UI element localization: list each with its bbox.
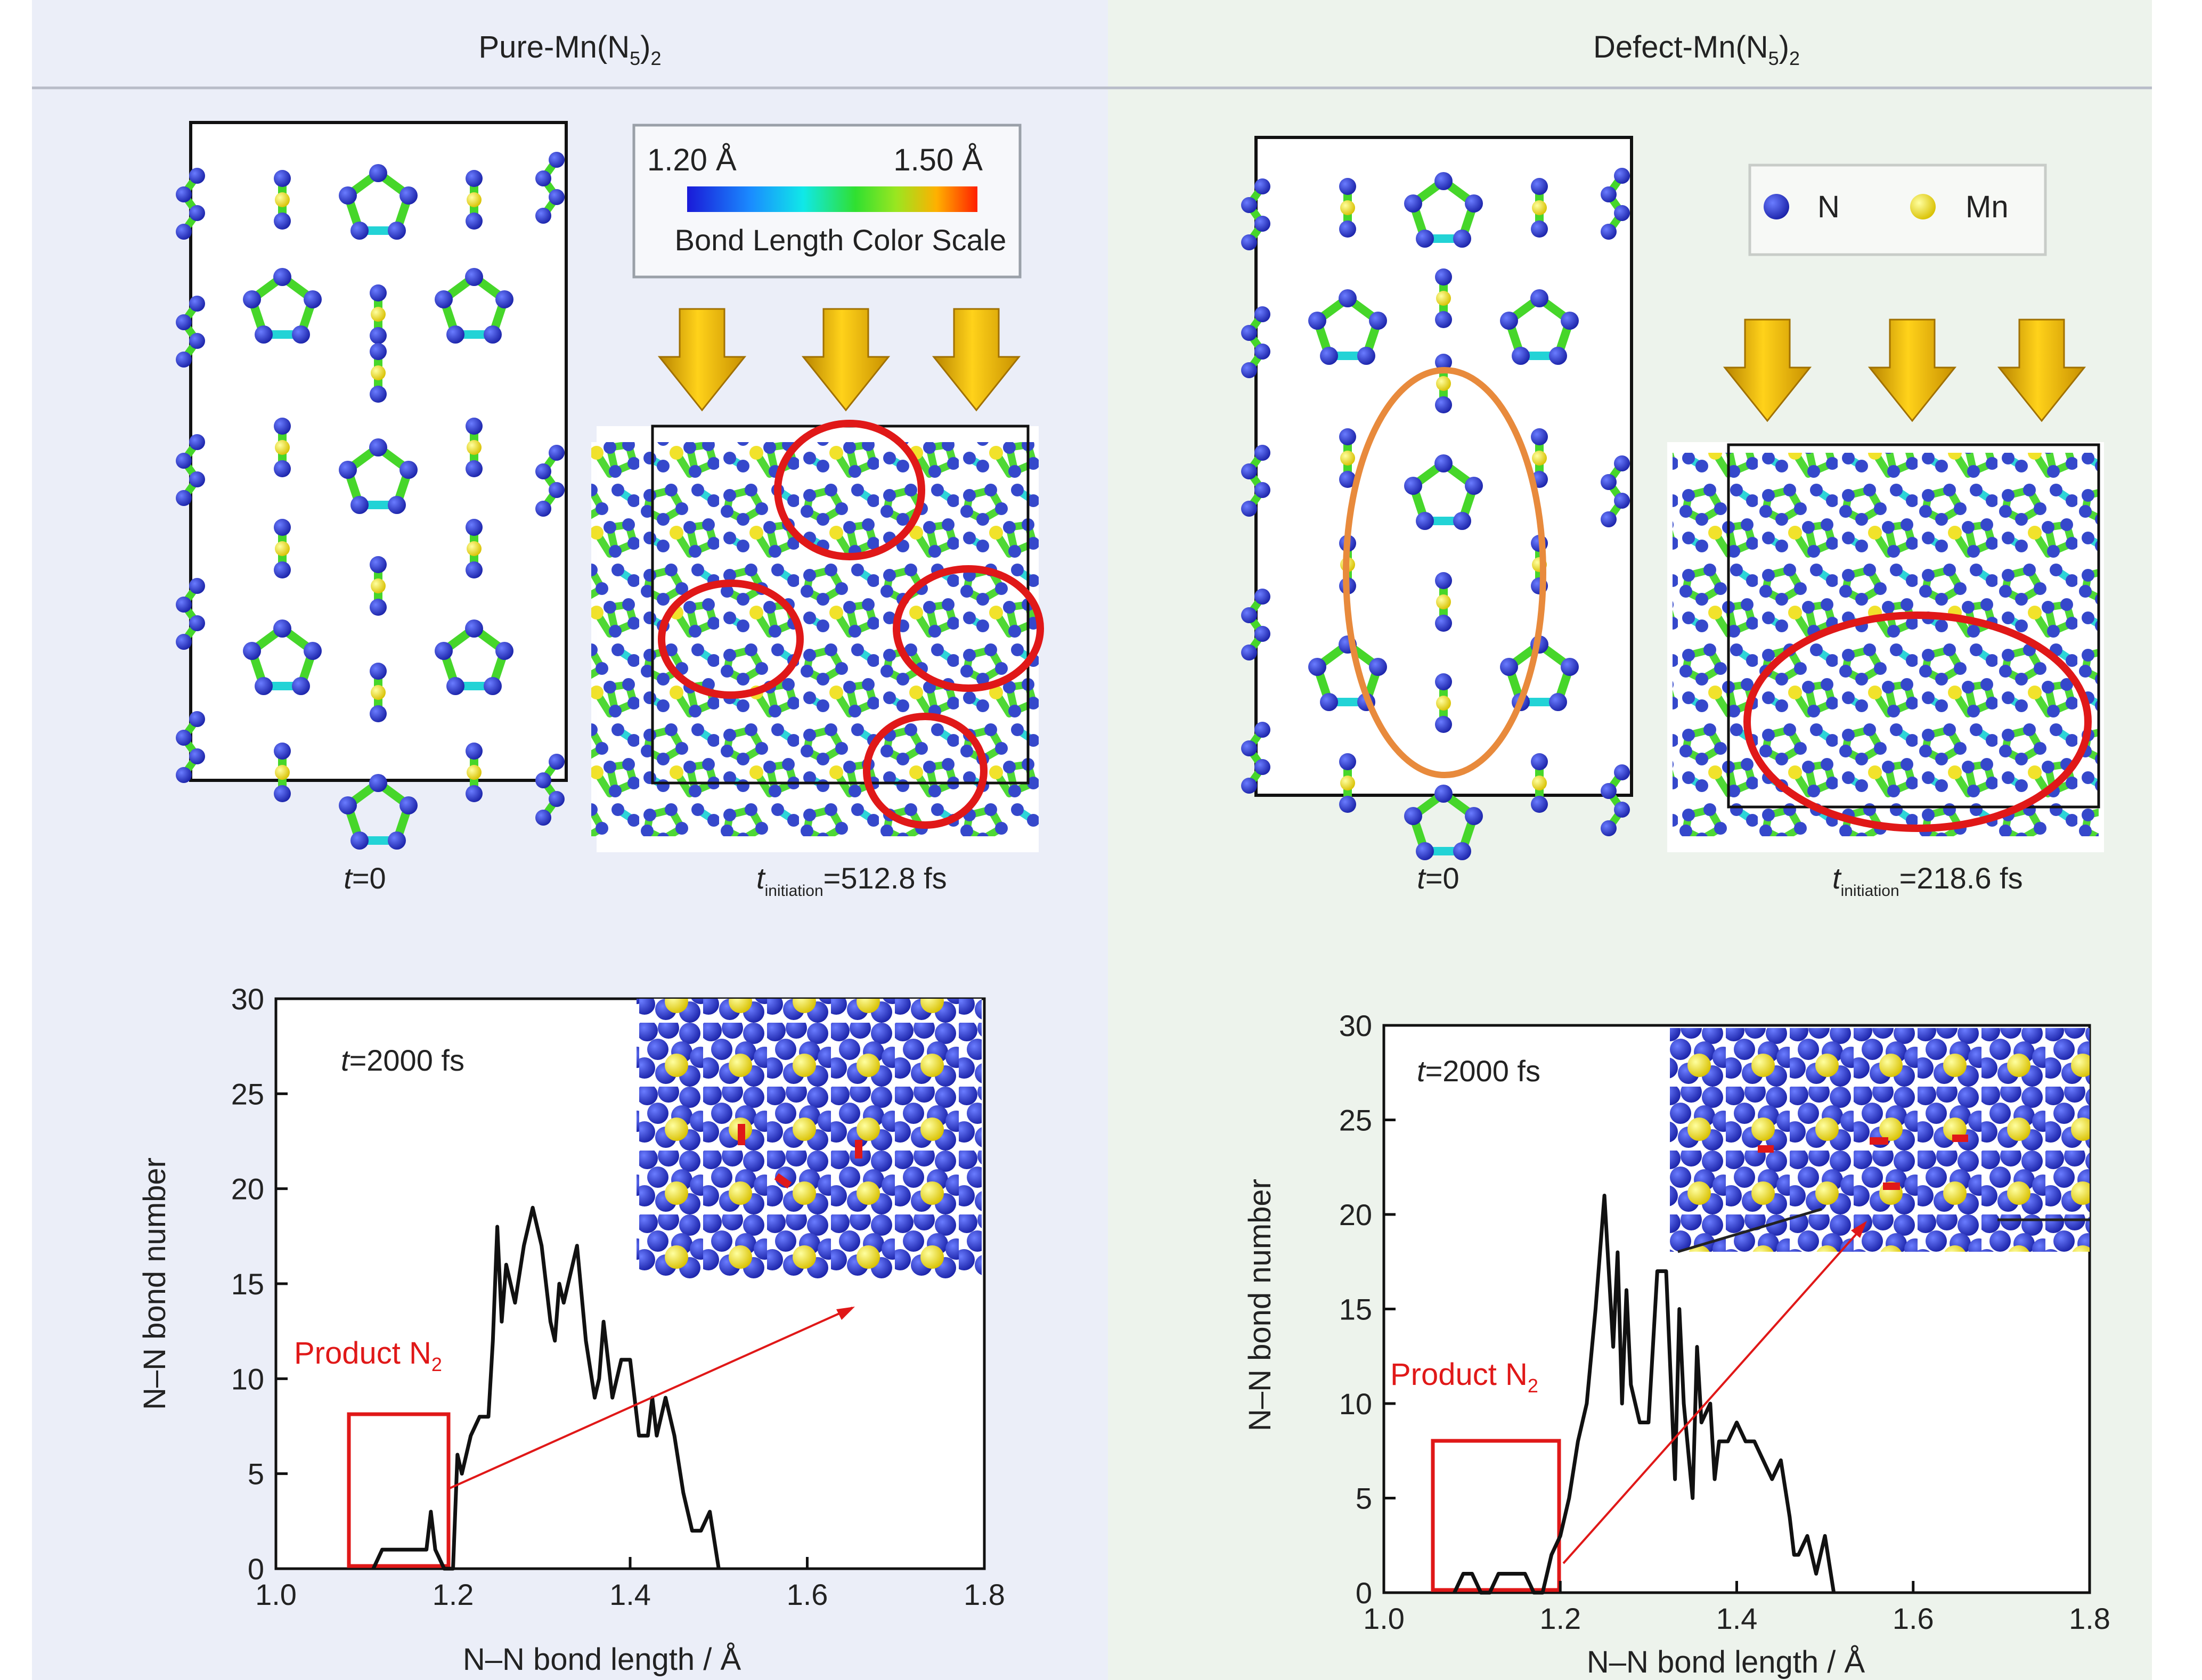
chart-xlabel: N–N bond length / Å [1587,1645,1865,1679]
pure-crystal-compressed-structure [591,420,1044,852]
manganese-atom-icon [1910,194,1936,219]
atom-legend: N Mn [1748,164,2047,256]
y-tick-label: 15 [1339,1293,1372,1326]
y-tick-label: 5 [1356,1482,1372,1515]
y-tick-label: 10 [231,1362,264,1396]
series-line [371,1205,721,1571]
x-tick-label: 1.8 [964,1578,1005,1611]
pointer-arrow [1562,1224,1865,1564]
reaction-site-highlight [658,580,804,699]
x-tick-label: 1.0 [255,1578,297,1611]
y-tick-label: 30 [231,982,264,1016]
bond-distribution-chart-defect: t=2000 fs Product N2 N–N bond length / Å… [1243,1009,2110,1679]
y-tick-label: 25 [1339,1104,1372,1137]
x-tick-label: 1.8 [2069,1602,2110,1635]
chart-ylabel: N–N bond number [137,1157,172,1410]
left-panel-title: Pure-Mn(N5)2 [479,30,662,69]
chart-time-annotation: t=2000 fs [341,1043,464,1077]
x-tick-label: 1.0 [1363,1602,1405,1635]
x-tick-label: 1.4 [609,1578,651,1611]
y-tick-label: 30 [1339,1009,1372,1042]
y-tick-label: 10 [1339,1387,1372,1421]
right-panel-title: Defect-Mn(N5)2 [1593,30,1800,69]
product-label: Product N2 [294,1336,442,1375]
right-t0-label: t=0 [1417,861,1459,895]
chart-time-annotation: t=2000 fs [1417,1054,1540,1088]
defect-region-highlight [1343,367,1546,778]
inset-atoms-image [1670,1028,2090,1253]
left-t0-label: t=0 [344,861,386,895]
x-tick-label: 1.6 [787,1578,828,1611]
legend-mn-label: Mn [1966,190,2009,224]
y-tick-label: 0 [248,1552,264,1586]
pointer-arrowhead [1851,1221,1867,1238]
y-tick-label: 0 [1356,1576,1372,1610]
y-tick-label: 15 [231,1267,264,1301]
x-tick-label: 1.6 [1893,1602,1934,1635]
color-scale-gradient [687,186,977,212]
y-tick-label: 20 [231,1172,264,1206]
reaction-site-highlight [863,713,988,829]
color-scale-max: 1.50 Å [893,143,983,177]
pointer-arrow [448,1307,853,1490]
left-tinit-label: tinitiation=512.8 fs [756,861,947,900]
color-scale-label: Bond Length Color Scale [675,223,1007,257]
pure-crystal-initial-structure [176,121,566,850]
x-tick-label: 1.2 [1539,1602,1581,1635]
x-tick-label: 1.2 [433,1578,474,1611]
chart-xlabel: N–N bond length / Å [463,1642,741,1677]
pointer-arrowhead [836,1307,855,1320]
product-region-box [347,1412,451,1568]
series-line [1453,1194,1836,1595]
reaction-site-highlight [774,420,925,560]
y-tick-label: 20 [1339,1198,1372,1232]
reaction-site-highlight [893,565,1044,692]
right-tinit-label: tinitiation=218.6 fs [1832,861,2023,900]
reaction-site-highlight [1743,611,2092,832]
inset-atoms-image [637,999,982,1278]
legend-n-label: N [1817,190,1840,224]
color-scale-min: 1.20 Å [647,143,737,177]
product-region-box [1431,1439,1561,1592]
defect-crystal-compressed-structure [1667,442,2104,852]
nitrogen-atom-icon [1764,194,1789,219]
chart-ylabel: N–N bond number [1243,1179,1277,1431]
x-tick-label: 1.4 [1716,1602,1758,1635]
defect-crystal-initial-structure [1241,136,1632,860]
bond-length-color-scale: 1.20 Å 1.50 Å Bond Length Color Scale [632,124,1022,279]
y-tick-label: 25 [231,1077,264,1111]
y-tick-label: 5 [248,1457,264,1491]
bond-distribution-chart-pure: t=2000 fs Product N2 N–N bond length / Å… [137,982,1005,1677]
product-label: Product N2 [1390,1357,1538,1397]
